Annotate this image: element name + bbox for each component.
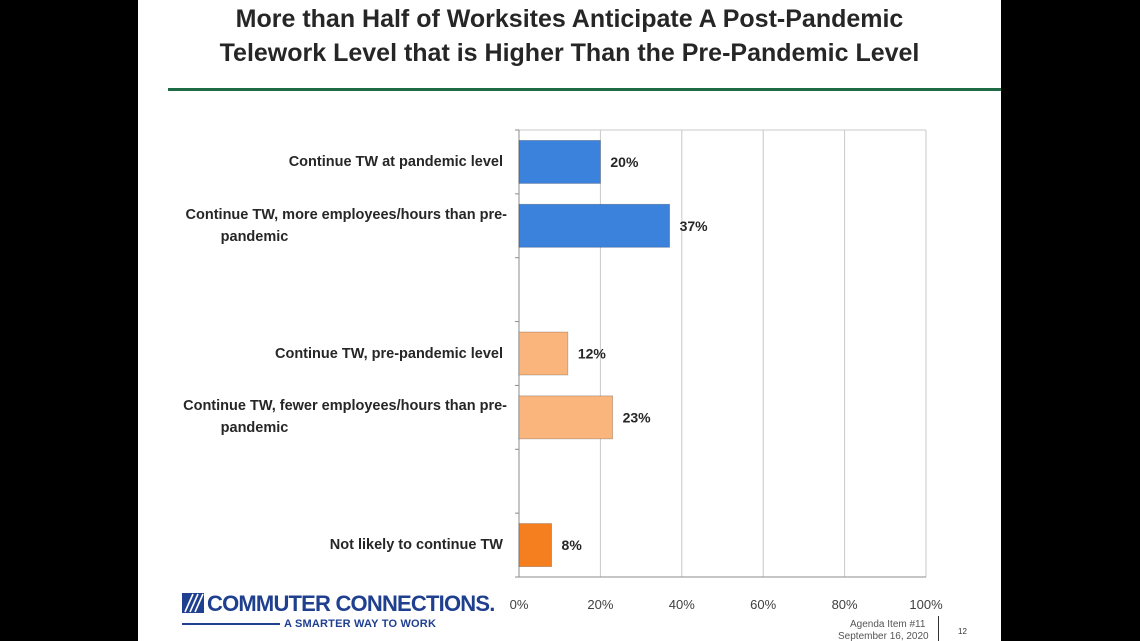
slide-title-line-2: Telework Level that is Higher Than the P… [219, 39, 920, 67]
slide-title: More than Half of Worksites Anticipate A… [138, 2, 1001, 70]
x-tick-label: 0% [510, 597, 529, 612]
bar [518, 395, 614, 440]
bar-value-label: 8% [562, 537, 583, 553]
logo-rule [182, 623, 280, 625]
category-label-line: pandemic [220, 420, 289, 437]
x-tick-label: 80% [832, 597, 858, 612]
bar-value-label: 37% [680, 218, 709, 234]
category-label: Not likely to continue TW [143, 534, 503, 556]
category-label-line: Continue TW, pre-pandemic level [274, 345, 503, 362]
bar [518, 523, 552, 567]
title-underline [168, 88, 1001, 91]
x-tick-label: 100% [909, 597, 943, 612]
agenda-date: September 16, 2020 [838, 631, 929, 641]
bar-value-label: 20% [610, 154, 639, 170]
slide-title-line-1: More than Half of Worksites Anticipate A… [235, 5, 904, 33]
category-label: Continue TW, fewer employees/hours than … [147, 395, 507, 439]
footer-agenda: Agenda Item #11 September 16, 2020 [838, 619, 929, 641]
x-tick-label: 60% [750, 597, 776, 612]
category-label-line: pandemic [220, 228, 289, 245]
category-label-line: Not likely to continue TW [329, 537, 503, 554]
bar-value-label: 12% [578, 346, 607, 362]
bar-chart: 0% 20% 40% 60% 80% 100% 20% 37% 12% 23% 8% [510, 129, 943, 612]
bar [518, 331, 569, 376]
bar [518, 203, 670, 248]
page-number: 12 [958, 627, 967, 636]
category-label-line: Continue TW, fewer employees/hours than … [183, 398, 507, 415]
category-label-line: Continue TW at pandemic level [288, 153, 503, 170]
logo-tagline: A SMARTER WAY TO WORK [284, 618, 437, 630]
x-tick-label: 40% [669, 597, 695, 612]
footer-divider [938, 616, 939, 641]
logo-name: COMMUTER CONNECTIONS. [207, 591, 495, 616]
category-label: Continue TW, pre-pandemic level [143, 343, 503, 365]
commuter-connections-logo-icon [182, 593, 204, 613]
presentation-slide: More than Half of Worksites Anticipate A… [138, 0, 1001, 641]
bar-value-label: 23% [623, 409, 652, 425]
agenda-item-label: Agenda Item #11 [850, 619, 926, 630]
category-label-line: Continue TW, more employees/hours than p… [185, 206, 507, 223]
x-tick-label: 20% [587, 597, 613, 612]
category-label: Continue TW at pandemic level [143, 151, 503, 173]
category-label: Continue TW, more employees/hours than p… [147, 204, 507, 248]
bar [518, 140, 601, 184]
commuter-connections-logo: COMMUTER CONNECTIONS. A SMARTER WAY TO W… [182, 590, 495, 636]
